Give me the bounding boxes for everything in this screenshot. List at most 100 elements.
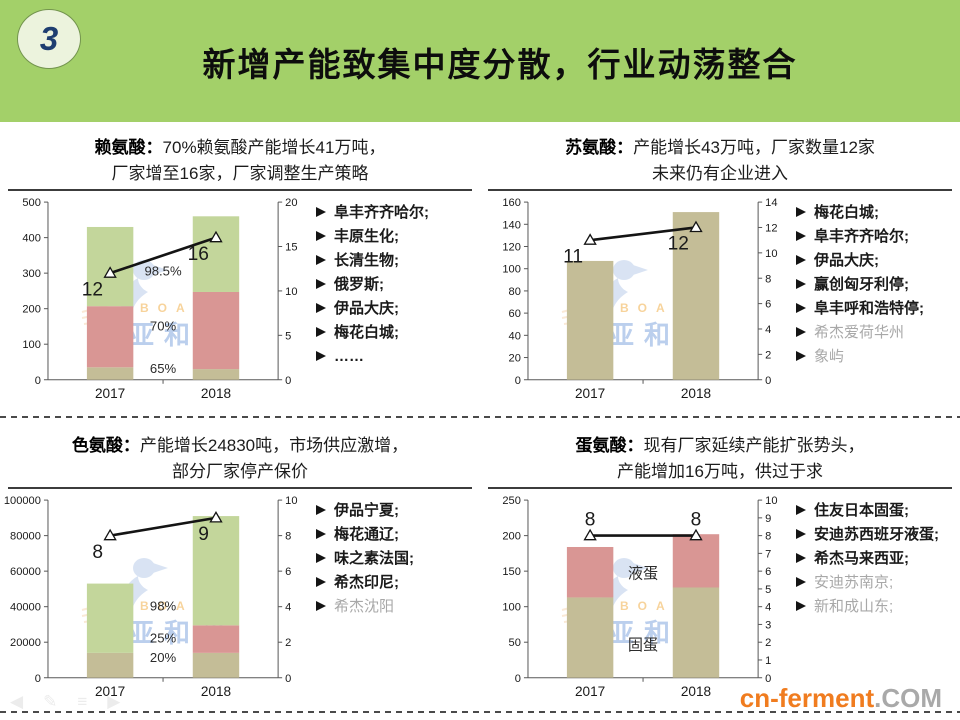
arrow-bullet-icon: [316, 327, 326, 337]
list-item: 希杰印尼;: [316, 572, 474, 593]
svg-text:70%: 70%: [150, 318, 177, 333]
svg-text:0: 0: [35, 673, 41, 685]
quadrant-methionine: 蛋氨酸：现有厂家延续产能扩张势头， 产能增加16万吨，供过于求 BOABC 博亚和…: [480, 420, 960, 714]
svg-text:0: 0: [765, 375, 771, 387]
svg-text:2017: 2017: [575, 684, 605, 699]
list-item: ……: [316, 346, 474, 367]
arrow-bullet-icon: [316, 553, 326, 563]
arrow-bullet-icon: [796, 505, 806, 515]
svg-text:250: 250: [502, 495, 521, 507]
svg-text:100: 100: [22, 339, 41, 351]
svg-text:5: 5: [285, 330, 291, 342]
slide-title: 新增产能致集中度分散，行业动荡整合: [202, 46, 798, 83]
svg-text:20000: 20000: [10, 637, 41, 649]
svg-text:9: 9: [198, 524, 209, 545]
list-item: 味之素法国;: [316, 548, 474, 569]
svg-text:10: 10: [765, 248, 777, 260]
heading-text: 现有厂家延续产能扩张势头，: [643, 436, 865, 455]
svg-text:6: 6: [765, 299, 771, 311]
list-item: 希杰爱荷华州: [796, 322, 954, 343]
list-item: 俄罗斯;: [316, 274, 474, 295]
svg-text:2: 2: [765, 349, 771, 361]
list-item: 伊品宁夏;: [316, 500, 474, 521]
svg-text:14: 14: [765, 197, 777, 209]
svg-text:100000: 100000: [4, 495, 41, 507]
svg-text:200: 200: [22, 304, 41, 316]
svg-text:4: 4: [285, 602, 291, 614]
svg-text:160: 160: [502, 197, 521, 209]
svg-text:300: 300: [22, 268, 41, 280]
section-heading-tryptophan: 色氨酸：产能增长24830吨，市场供应激增， 部分厂家停产保价: [8, 433, 472, 489]
list-item: 阜丰齐齐哈尔;: [316, 202, 474, 223]
list-item: 希杰沈阳: [316, 596, 474, 617]
arrow-bullet-icon: [316, 303, 326, 313]
svg-text:0: 0: [285, 673, 291, 685]
svg-text:60: 60: [509, 308, 521, 320]
section-heading-lysine: 赖氨酸：70%赖氨酸产能增长41万吨， 厂家增至16家，厂家调整生产策略: [8, 135, 472, 191]
svg-text:60000: 60000: [10, 566, 41, 578]
threonine-capacity-chart: 0 20 40 60 80 100 120 140 160 0 2 4 6 8 10 12 14 2017 2018…: [502, 197, 777, 401]
company-list-threonine: 梅花白城; 阜丰齐齐哈尔; 伊品大庆; 赢创匈牙利停; 阜丰呼和浩特停; 希杰爱荷华州 象屿: [796, 202, 954, 408]
arrow-bullet-icon: [796, 529, 806, 539]
prev-slide-icon[interactable]: ◀: [10, 692, 24, 711]
svg-text:2017: 2017: [95, 386, 125, 401]
svg-text:65%: 65%: [150, 361, 177, 376]
heading-term: 苏氨酸：: [565, 138, 634, 157]
list-item: 梅花白城;: [316, 322, 474, 343]
list-item: 丰原生化;: [316, 226, 474, 247]
svg-text:40: 40: [509, 330, 521, 342]
arrow-bullet-icon: [796, 303, 806, 313]
svg-text:20%: 20%: [150, 650, 177, 665]
svg-text:40000: 40000: [10, 602, 41, 614]
svg-text:0: 0: [765, 673, 771, 685]
company-list-lysine: 阜丰齐齐哈尔; 丰原生化; 长清生物; 俄罗斯; 伊品大庆; 梅花白城; ……: [316, 202, 474, 408]
arrow-bullet-icon: [796, 207, 806, 217]
next-slide-icon[interactable]: ▶: [107, 692, 121, 711]
heading-text-line2: 部分厂家停产保价: [172, 461, 308, 481]
svg-text:2017: 2017: [575, 386, 605, 401]
svg-text:8: 8: [585, 510, 596, 531]
svg-text:10: 10: [285, 495, 297, 507]
section-heading-methionine: 蛋氨酸：现有厂家延续产能扩张势头， 产能增加16万吨，供过于求: [488, 433, 952, 489]
arrow-bullet-icon: [796, 279, 806, 289]
heading-term: 色氨酸：: [71, 436, 140, 455]
svg-text:0: 0: [35, 375, 41, 387]
site-logo: cn-ferment.COM: [740, 683, 942, 714]
svg-text:20: 20: [285, 197, 297, 209]
arrow-bullet-icon: [796, 577, 806, 587]
svg-text:12: 12: [668, 234, 689, 255]
svg-text:400: 400: [22, 233, 41, 245]
svg-text:98.5%: 98.5%: [144, 263, 182, 278]
quadrant-lysine: 赖氨酸：70%赖氨酸产能增长41万吨， 厂家增至16家，厂家调整生产策略 BOA…: [0, 122, 480, 416]
pen-tool-icon[interactable]: ✎: [43, 692, 58, 711]
svg-text:2018: 2018: [681, 386, 711, 401]
svg-text:2017: 2017: [95, 684, 125, 699]
svg-text:4: 4: [765, 602, 771, 614]
arrow-bullet-icon: [316, 279, 326, 289]
svg-text:12: 12: [765, 223, 777, 235]
list-item: 阜丰呼和浩特停;: [796, 298, 954, 319]
svg-text:1: 1: [765, 655, 771, 667]
list-item: 阜丰齐齐哈尔;: [796, 226, 954, 247]
slide-number-badge: 3: [17, 9, 81, 69]
svg-text:0: 0: [515, 375, 521, 387]
dashed-divider-bottom: [0, 711, 960, 713]
svg-text:2: 2: [765, 637, 771, 649]
svg-text:0: 0: [515, 673, 521, 685]
heading-term: 赖氨酸：: [94, 138, 163, 157]
list-item: 长清生物;: [316, 250, 474, 271]
svg-text:9: 9: [765, 513, 771, 525]
svg-text:8: 8: [765, 531, 771, 543]
svg-text:4: 4: [765, 324, 771, 336]
svg-text:140: 140: [502, 219, 521, 231]
list-item: 希杰马来西亚;: [796, 548, 954, 569]
slide-menu-icon[interactable]: ≡: [77, 692, 88, 711]
list-item: 梅花通辽;: [316, 524, 474, 545]
arrow-bullet-icon: [316, 529, 326, 539]
arrow-bullet-icon: [316, 231, 326, 241]
heading-text: 70%赖氨酸产能增长41万吨，: [162, 138, 386, 157]
arrow-bullet-icon: [316, 505, 326, 515]
svg-text:80000: 80000: [10, 531, 41, 543]
arrow-bullet-icon: [316, 255, 326, 265]
